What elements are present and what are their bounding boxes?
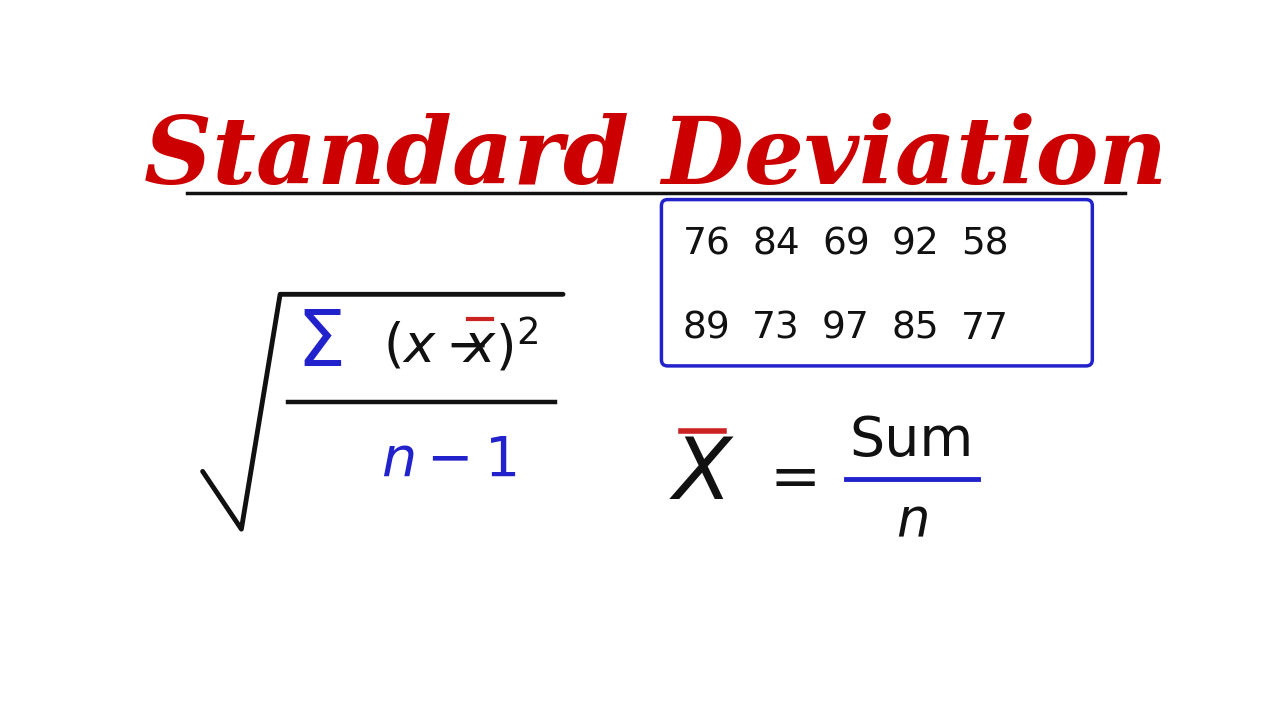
Text: $)^2$: $)^2$ (495, 318, 538, 376)
Text: $\Sigma$: $\Sigma$ (296, 306, 342, 382)
Text: 84: 84 (753, 226, 800, 262)
Text: 97: 97 (822, 311, 870, 347)
Text: $=$: $=$ (759, 448, 817, 507)
Text: 73: 73 (753, 311, 800, 347)
Text: $x$: $x$ (462, 320, 497, 373)
Text: Sum: Sum (850, 413, 974, 467)
Text: $n$: $n$ (896, 495, 928, 547)
Text: 89: 89 (682, 311, 731, 347)
Text: 76: 76 (682, 226, 731, 262)
FancyBboxPatch shape (662, 199, 1092, 366)
Text: 58: 58 (961, 226, 1009, 262)
Text: Standard Deviation: Standard Deviation (145, 113, 1167, 203)
Text: 85: 85 (892, 311, 940, 347)
Text: 69: 69 (822, 226, 869, 262)
Text: 77: 77 (961, 311, 1010, 347)
Text: $X$: $X$ (669, 433, 736, 517)
Text: $(x -$: $(x -$ (383, 320, 486, 373)
Text: $n - 1$: $n - 1$ (381, 433, 516, 486)
Text: 92: 92 (892, 226, 940, 262)
